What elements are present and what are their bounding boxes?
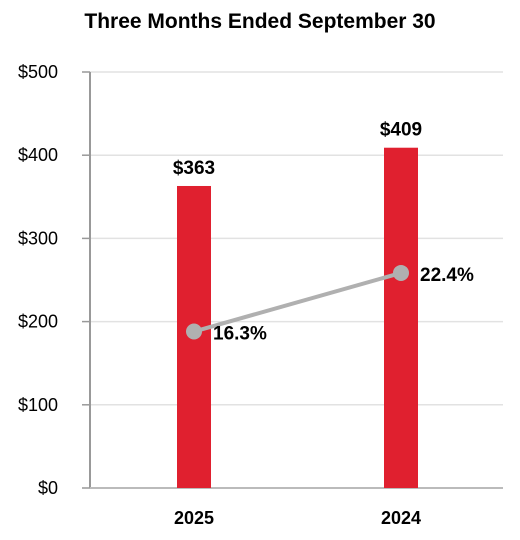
ratio-point bbox=[186, 323, 202, 340]
y-tick-label: $200 bbox=[18, 312, 58, 332]
bar-value-label: $363 bbox=[173, 158, 215, 179]
y-tick-label: $300 bbox=[18, 228, 58, 248]
ratio-point bbox=[393, 264, 409, 281]
ratio-value-label: 16.3% bbox=[213, 324, 267, 345]
y-tick-label: $100 bbox=[18, 395, 58, 415]
y-tick-label: $500 bbox=[18, 62, 58, 82]
ratio-line bbox=[186, 264, 409, 340]
y-tick-label: $400 bbox=[18, 145, 58, 165]
bar bbox=[384, 147, 418, 488]
chart-title: Three Months Ended September 30 bbox=[84, 10, 436, 33]
bars bbox=[177, 147, 418, 488]
gridlines bbox=[90, 71, 503, 406]
x-category-label: 2024 bbox=[381, 508, 421, 528]
axes bbox=[82, 71, 503, 489]
labels: $0 $100 $200 $300 $400 $500 $363 $409 2025 2024 16… bbox=[18, 62, 474, 528]
ratio-value-label: 22.4% bbox=[420, 265, 474, 286]
ratio-line-path bbox=[193, 271, 402, 334]
bar-value-label: $409 bbox=[380, 120, 422, 141]
x-category-label: 2025 bbox=[174, 508, 214, 528]
y-tick-label: $0 bbox=[38, 478, 58, 498]
